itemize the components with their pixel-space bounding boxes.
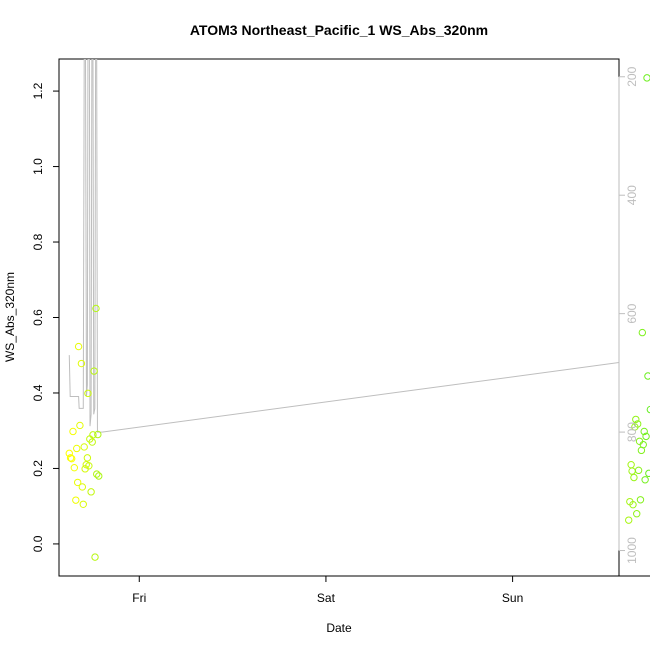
plot-frame — [58, 58, 620, 577]
x-tick-label: Sun — [502, 591, 523, 605]
y-tick-label: 0.0 — [31, 535, 45, 552]
data-point — [632, 415, 640, 424]
y-tick-label: 1.2 — [31, 82, 45, 99]
data-point — [83, 454, 92, 462]
data-point — [634, 466, 643, 475]
data-point — [67, 454, 76, 463]
data-point — [638, 328, 647, 337]
y-tick-label: 1.0 — [31, 158, 45, 175]
data-point — [639, 440, 647, 449]
data-point — [633, 420, 642, 428]
data-point — [629, 500, 637, 509]
data-point — [630, 473, 638, 482]
x-tick-label: Fri — [132, 591, 146, 605]
data-point — [90, 367, 98, 375]
data-point — [625, 516, 633, 524]
y-axis-label: WS_Abs_320nm — [3, 272, 17, 362]
series-line-group — [68, 59, 619, 433]
data-point — [77, 359, 86, 368]
y-axis: 0.0 0.2 0.4 0.6 0.8 1.0 1.2 — [31, 82, 60, 552]
right-axis: 200 400 600 800 1000 — [618, 66, 639, 564]
data-point — [72, 496, 80, 504]
data-point — [73, 478, 82, 487]
data-point — [643, 74, 650, 82]
data-point — [92, 304, 100, 313]
x-tick-label: Sat — [317, 591, 336, 605]
data-point — [628, 467, 636, 475]
data-point — [74, 342, 83, 351]
data-point — [73, 444, 81, 453]
series-line — [68, 59, 619, 433]
data-point — [633, 510, 641, 518]
y-tick-label: 0.6 — [31, 309, 45, 326]
data-point — [641, 476, 649, 484]
data-point — [78, 483, 87, 491]
data-point — [95, 472, 103, 480]
y-tick-label: 0.4 — [31, 384, 45, 401]
data-point — [627, 460, 635, 469]
right-tick-label: 200 — [625, 66, 639, 86]
data-point — [91, 553, 99, 561]
data-point — [84, 389, 92, 398]
chart-title: ATOM3 Northeast_Pacific_1 WS_Abs_320nm — [190, 22, 488, 38]
data-point — [636, 496, 645, 504]
right-tick-label: 600 — [625, 303, 639, 323]
data-point — [79, 500, 87, 508]
y-tick-label: 0.8 — [31, 233, 45, 250]
data-point — [76, 421, 84, 430]
data-point — [640, 427, 648, 436]
right-tick-label: 800 — [625, 422, 639, 442]
x-axis: FriSatSunMon — [132, 575, 650, 605]
data-point — [645, 469, 650, 478]
data-point — [644, 372, 650, 380]
data-point — [646, 405, 650, 414]
data-point — [93, 470, 101, 478]
data-point — [80, 443, 88, 451]
data-point — [85, 462, 93, 470]
data-point — [89, 431, 97, 439]
y-tick-label: 0.2 — [31, 460, 45, 477]
data-point — [642, 432, 650, 441]
data-point — [66, 454, 75, 462]
x-axis-label: Date — [326, 621, 352, 635]
data-point — [88, 438, 96, 446]
data-point — [69, 427, 77, 436]
data-point — [70, 463, 79, 472]
right-tick-label: 1000 — [625, 537, 639, 564]
data-point — [94, 430, 102, 439]
right-tick-label: 400 — [625, 185, 639, 205]
series-points-group — [65, 74, 650, 561]
data-point — [87, 488, 95, 496]
